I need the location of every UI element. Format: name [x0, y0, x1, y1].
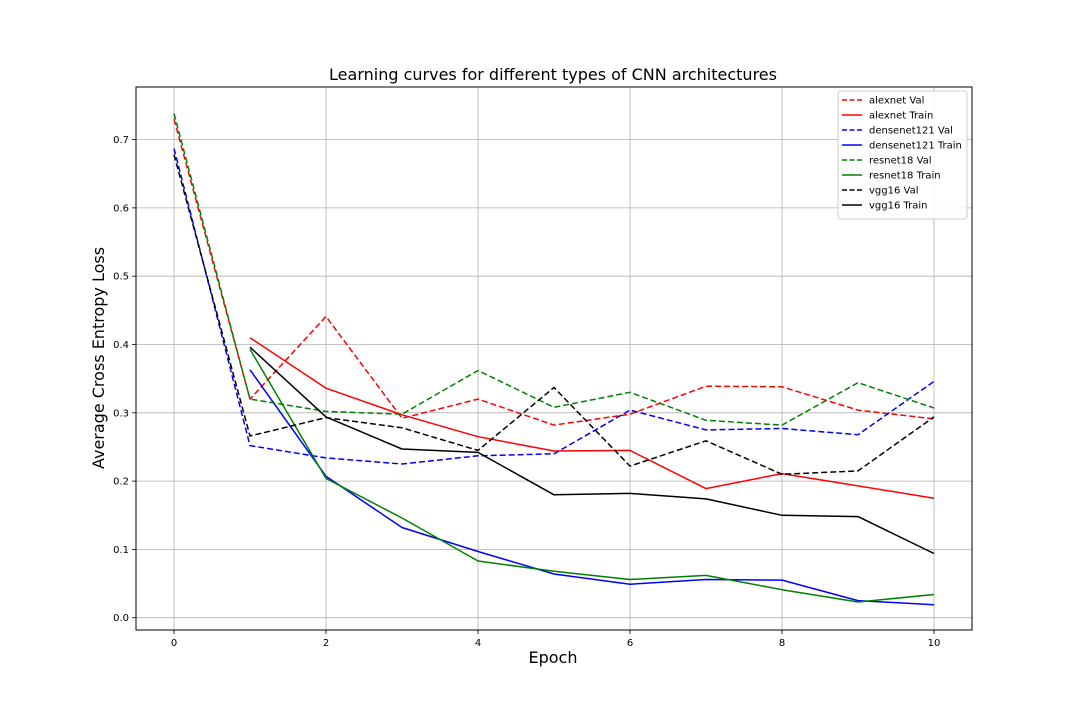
y-tick-label: 0.6 [113, 203, 129, 214]
x-tick-label: 4 [475, 638, 481, 649]
series-line-vgg16-val [173, 154, 935, 476]
y-tick-label: 0.7 [113, 135, 129, 146]
legend-label-vgg16-train: vgg16 Train [869, 201, 928, 212]
legend-label-densenet121-val: densenet121 Val [869, 126, 953, 137]
x-tick-label: 0 [171, 638, 177, 649]
series-line-resnet18-train [249, 348, 935, 603]
y-tick-label: 0.2 [113, 477, 129, 488]
legend-label-alexnet-train: alexnet Train [869, 111, 933, 122]
plot-area [173, 113, 935, 606]
legend-label-resnet18-train: resnet18 Train [869, 171, 941, 182]
x-tick-label: 8 [779, 638, 785, 649]
legend-label-resnet18-val: resnet18 Val [869, 156, 932, 167]
x-axis-label: Epoch [529, 648, 578, 667]
plot-frame [135, 86, 973, 631]
x-tick-label: 6 [627, 638, 633, 649]
series-line-resnet18-val [173, 113, 935, 426]
series-line-alexnet-val [173, 118, 935, 426]
legend-box [837, 90, 968, 220]
series-line-vgg16-train [249, 346, 935, 555]
series-line-alexnet-train [249, 337, 935, 499]
y-tick-label: 0.0 [113, 613, 129, 624]
y-tick-label: 0.1 [113, 545, 129, 556]
legend-label-densenet121-train: densenet121 Train [869, 141, 962, 152]
y-axis-label: Average Cross Entropy Loss [89, 247, 108, 469]
x-tick-label: 10 [928, 638, 941, 649]
y-tick-label: 0.5 [113, 272, 129, 283]
axis-ticks: 0 2 4 6 8 10 0.0 0.1 0.2 0.3 0.4 0.5 0.6 0.7 [113, 135, 940, 649]
legend-label-vgg16-val: vgg16 Val [869, 186, 919, 197]
x-tick-label: 2 [323, 638, 329, 649]
y-tick-label: 0.3 [113, 408, 129, 419]
series-line-densenet121-val [173, 148, 935, 465]
y-tick-label: 0.4 [113, 340, 129, 351]
legend: alexnet Val alexnet Train densenet121 Val d… [837, 90, 968, 220]
legend-label-alexnet-val: alexnet Val [869, 96, 924, 107]
series-line-densenet121-train [249, 369, 935, 606]
chart-title: Learning curves for different types of C… [329, 65, 777, 84]
